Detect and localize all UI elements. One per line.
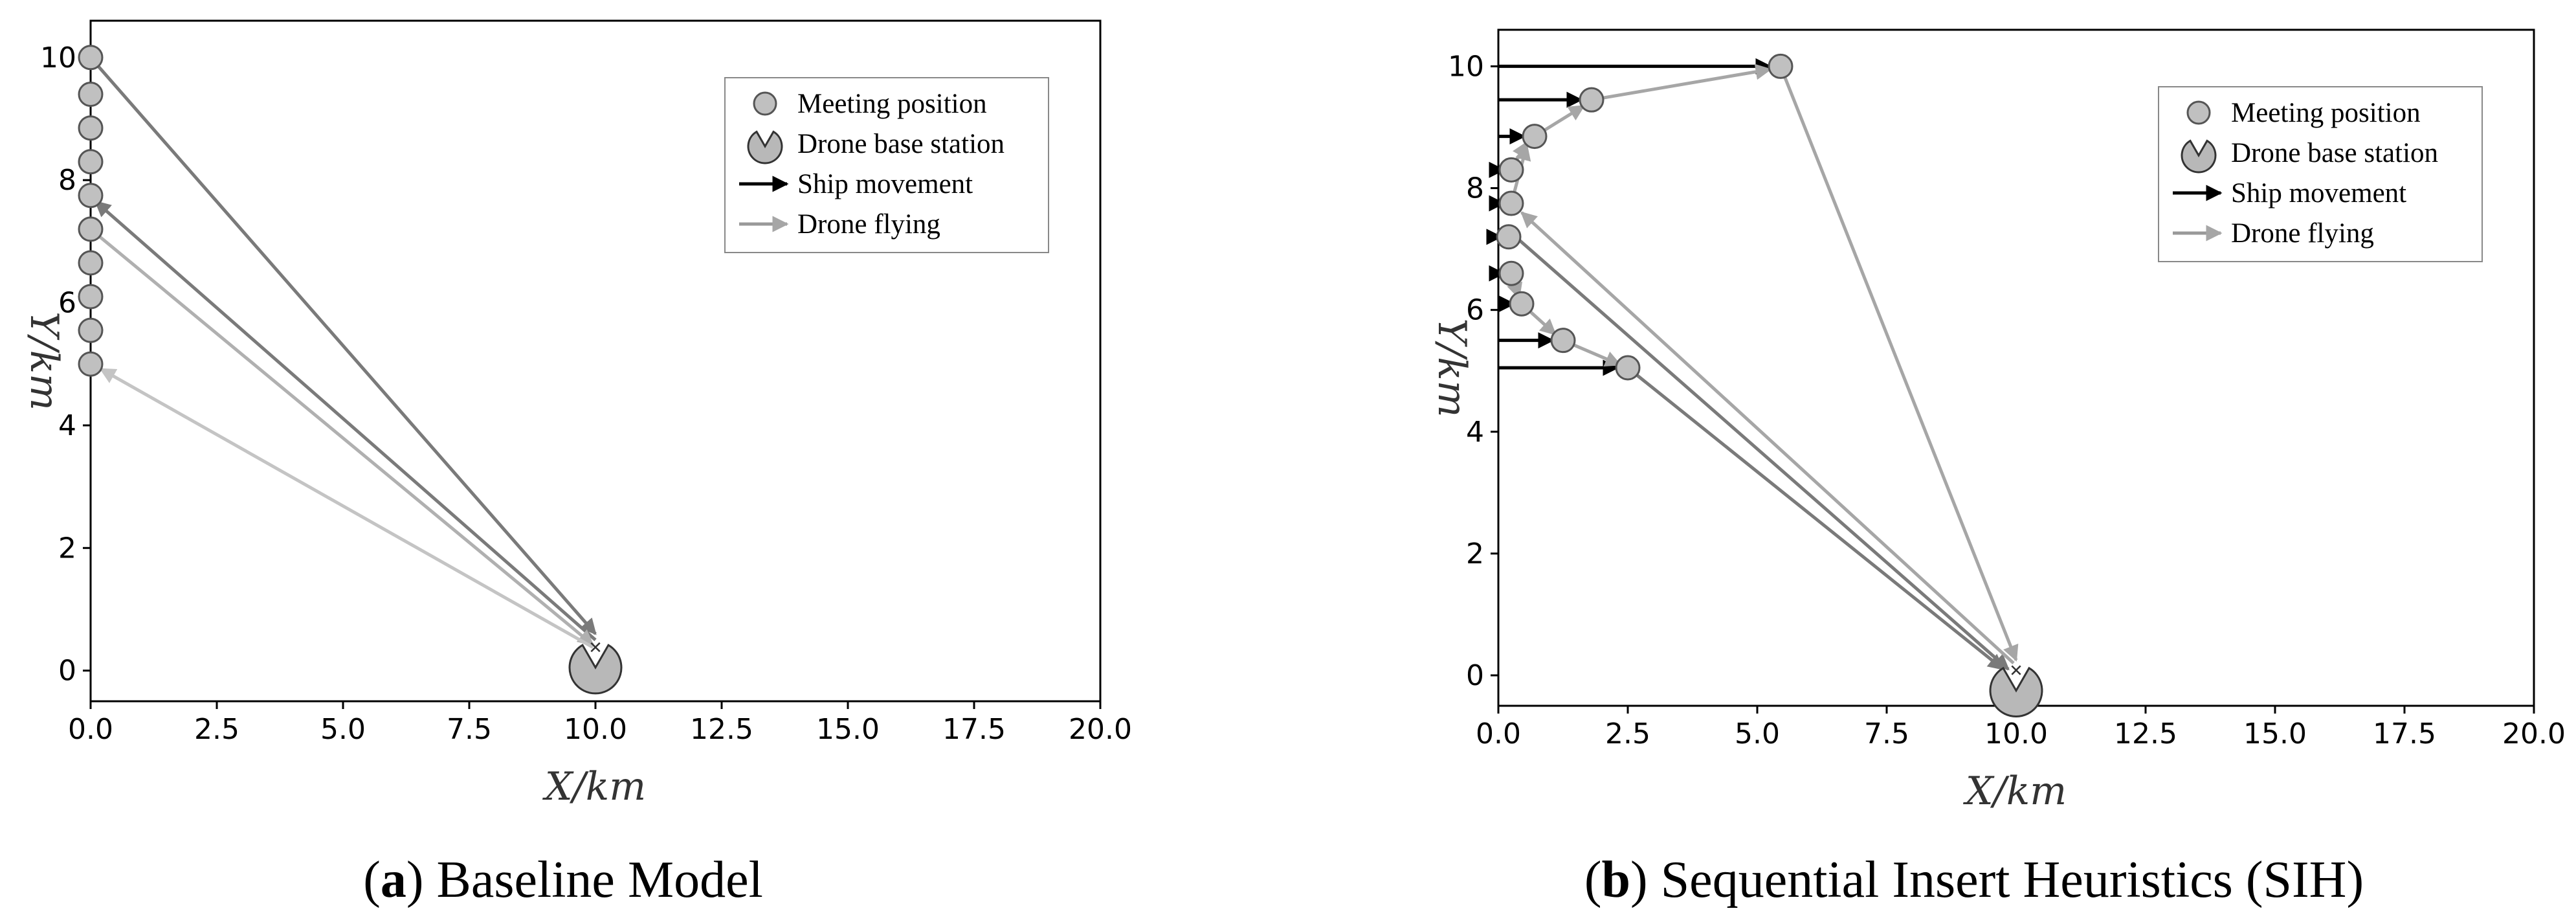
- meeting-position-point: [1550, 328, 1576, 354]
- meeting-position-point: [1522, 124, 1548, 150]
- x-axis-label: X/km: [1963, 769, 2067, 814]
- meeting-position-point: [1498, 157, 1524, 183]
- caption-text: Sequential Insert Heuristics (SIH): [1661, 851, 2364, 908]
- y-tick-label: 6: [58, 287, 76, 320]
- drone-flight-arrow: [1591, 63, 1772, 102]
- drone-flight-arrow: [99, 367, 594, 649]
- meeting-position-point: [1496, 224, 1522, 250]
- meeting-position-point: [1615, 355, 1641, 381]
- caption-letter: a: [381, 851, 406, 908]
- panel-b: 0.0 2.5 5.0 7.5 10.0 12.5 15.0 17.5 20.0 0 2 4 6 8 10 X…: [1429, 28, 2566, 908]
- drone-icon: ✕: [588, 638, 603, 658]
- meeting-position-point: [78, 183, 104, 208]
- x-tick-label: 20.0: [1069, 713, 1132, 746]
- x-tick-label: 5.0: [1735, 717, 1780, 750]
- y-axis-label: Y/km: [1429, 318, 1474, 417]
- x-tick-label: 17.5: [2373, 717, 2436, 750]
- meeting-position-point: [1509, 291, 1535, 317]
- y-tick-label: 8: [1466, 172, 1484, 205]
- legend-label: Drone flying: [2231, 218, 2374, 249]
- x-tick-label: 15.0: [2243, 717, 2307, 750]
- x-axis-label: X/km: [542, 764, 646, 809]
- drone-flight-arrow: [94, 200, 597, 642]
- x-tick-label: 0.0: [1476, 717, 1521, 750]
- legend-label: Drone flying: [797, 209, 940, 240]
- meeting-position-point: [78, 250, 104, 276]
- figure-caption: (b) Sequential Insert Heuristics (SIH): [1584, 851, 2364, 908]
- legend-base-station-marker: [2181, 139, 2217, 174]
- meeting-position-point: [78, 45, 104, 71]
- legend-label: Drone base station: [797, 129, 1005, 159]
- meeting-position-point: [78, 115, 104, 141]
- x-tick-label: 0.0: [68, 713, 113, 746]
- x-tick-label: 7.5: [1864, 717, 1909, 750]
- x-tick-label: 2.5: [1605, 717, 1650, 750]
- legend-meeting-marker: [2186, 100, 2211, 125]
- drone-flight-arrow: [89, 56, 597, 635]
- drone-flight-arrow: [1520, 211, 2015, 665]
- x-tick-label: 15.0: [816, 713, 880, 746]
- x-tick-label: 17.5: [942, 713, 1006, 746]
- drone-flight-arrow: [89, 228, 595, 646]
- legend-label: Drone base station: [2231, 138, 2438, 168]
- y-axis-label: Y/km: [21, 311, 67, 411]
- meeting-position-point: [78, 284, 104, 310]
- drone-base-station-icon: [568, 644, 623, 695]
- y-tick-label: 10: [1448, 50, 1484, 83]
- meeting-position-point: [78, 351, 104, 377]
- y-tick-label: 2: [1466, 537, 1484, 570]
- x-tick-label: 12.5: [690, 713, 753, 746]
- legend-label: Meeting position: [797, 89, 987, 119]
- meeting-position-point: [78, 82, 104, 107]
- meeting-position-point: [1579, 87, 1604, 113]
- y-tick-label: 2: [58, 532, 76, 565]
- x-tick-label: 10.0: [1984, 717, 2048, 750]
- meeting-position-point: [78, 317, 104, 343]
- x-tick-label: 5.0: [320, 713, 366, 746]
- meeting-position-point: [78, 216, 104, 242]
- meeting-position-point: [1498, 260, 1524, 286]
- drone-flight-arrow: [1627, 366, 2004, 671]
- legend-meeting-marker: [753, 91, 777, 116]
- y-tick-label: 6: [1466, 294, 1484, 327]
- x-tick-label: 2.5: [194, 713, 239, 746]
- meeting-position-point: [1768, 53, 1793, 79]
- drone-flight-arrow: [1779, 65, 2019, 662]
- legend-label: Meeting position: [2231, 98, 2421, 128]
- y-tick-label: 4: [1466, 416, 1484, 449]
- x-tick-label: 10.0: [564, 713, 627, 746]
- y-tick-label: 0: [1466, 659, 1484, 692]
- panel-a: 0.0 2.5 5.0 7.5 10.0 12.5 15.0 17.5 20.0 0 2 4 6 8 10 X…: [21, 19, 1132, 908]
- caption-letter: b: [1602, 851, 1631, 908]
- drone-icon: ✕: [2009, 661, 2023, 681]
- y-tick-label: 0: [58, 655, 76, 688]
- drone-base-station-icon: [1989, 666, 2043, 717]
- figure-caption: (a) Baseline Model: [363, 851, 763, 908]
- y-tick-label: 4: [58, 409, 76, 442]
- caption-text: Baseline Model: [436, 851, 762, 908]
- x-tick-label: 20.0: [2502, 717, 2566, 750]
- x-tick-label: 12.5: [2114, 717, 2177, 750]
- legend-base-station-marker: [747, 130, 783, 164]
- x-tick-label: 7.5: [447, 713, 492, 746]
- legend-label: Ship movement: [2231, 178, 2406, 208]
- y-tick-label: 8: [58, 164, 76, 197]
- meeting-position-point: [1498, 190, 1524, 216]
- y-tick-label: 10: [40, 41, 76, 74]
- meeting-position-point: [78, 149, 104, 175]
- drone-flight-arrow: [1518, 238, 2010, 671]
- legend-label: Ship movement: [797, 169, 973, 199]
